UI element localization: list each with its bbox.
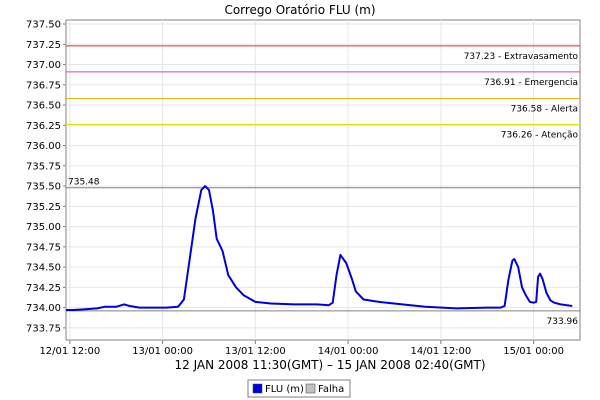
- x-tick-label: 14/01 12:00: [410, 346, 471, 357]
- y-tick-label: 736.50: [26, 101, 61, 112]
- legend-label: Falha: [318, 384, 344, 395]
- x-axis: 12/01 12:00 13/01 00:00 13/01 12:00 14/01 0…: [39, 340, 564, 357]
- x-tick-label: 12/01 12:00: [39, 346, 100, 357]
- y-tick-label: 735.50: [26, 182, 61, 193]
- y-axis: 733.75 734.00 734.25 734.50 734.75 735.00 735.…: [26, 20, 66, 334]
- y-tick-label: 734.00: [26, 303, 61, 314]
- y-tick-label: 735.25: [26, 202, 61, 213]
- x-tick-label: 14/01 00:00: [318, 346, 379, 357]
- chart-title: Corrego Oratório FLU (m): [224, 3, 375, 17]
- reference-line-label: 736.91 - Emergencia: [484, 78, 578, 88]
- y-tick-label: 735.75: [26, 161, 61, 172]
- grid-layer: [66, 20, 580, 340]
- reference-line-label: 735.48: [68, 178, 100, 188]
- legend-label: FLU (m): [265, 384, 304, 395]
- legend-swatch: [305, 383, 316, 394]
- y-tick-label: 737.25: [26, 40, 61, 51]
- legend-swatch: [252, 383, 263, 394]
- y-tick-label: 734.75: [26, 242, 61, 253]
- y-tick-label: 734.25: [26, 283, 61, 294]
- y-tick-label: 735.00: [26, 222, 61, 233]
- reference-line-label: 736.26 - Atenção: [501, 131, 579, 141]
- legend: FLU (m) Falha: [247, 379, 351, 398]
- x-tick-label: 13/01 00:00: [132, 346, 193, 357]
- y-tick-label: 733.75: [26, 323, 61, 334]
- y-tick-label: 736.00: [26, 141, 61, 152]
- y-tick-label: 737.50: [26, 20, 61, 31]
- y-tick-label: 736.25: [26, 121, 61, 132]
- reference-lines: 737.23 - Extravasamento 736.91 - Emergenc…: [66, 45, 580, 327]
- x-axis-label: 12 JAN 2008 11:30(GMT) – 15 JAN 2008 02:…: [174, 358, 485, 372]
- reference-line-label: 737.23 - Extravasamento: [464, 52, 579, 62]
- y-tick-label: 734.50: [26, 263, 61, 274]
- y-tick-label: 736.75: [26, 80, 61, 91]
- x-tick-label: 15/01 00:00: [503, 346, 564, 357]
- series-line-flu: [66, 185, 573, 311]
- x-tick-label: 13/01 12:00: [225, 346, 286, 357]
- plot-area: [65, 19, 581, 341]
- reference-line-label: 736.58 - Alerta: [511, 105, 578, 115]
- reference-line-label: 733.96: [547, 317, 579, 327]
- series-layer: [66, 185, 573, 311]
- legend-box: [247, 379, 351, 398]
- y-tick-label: 737.00: [26, 60, 61, 71]
